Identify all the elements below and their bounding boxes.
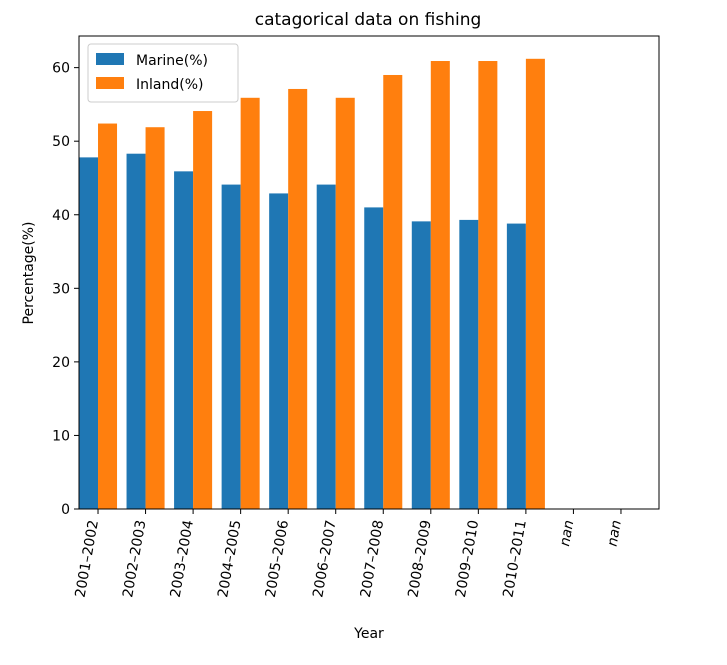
plot-frame — [78, 35, 660, 510]
bar-inland-5 — [335, 97, 355, 509]
bar-marine-3 — [221, 184, 241, 509]
y-axis-label: Percentage(%) — [21, 222, 37, 325]
bar-inland-4 — [288, 88, 308, 510]
x-tick-label-6: 2007–2008 — [358, 519, 387, 599]
bar-inland-9 — [525, 58, 545, 510]
bar-inland-1 — [145, 127, 165, 509]
bar-marine-6 — [364, 207, 384, 509]
x-tick-label-0: 2001–2002 — [73, 519, 102, 599]
y-tick-label-2: 20 — [52, 355, 70, 371]
legend-label-inland: Inland(%) — [136, 77, 203, 93]
bar-marine-8 — [459, 219, 479, 509]
x-tick-label-1: 2002–2003 — [120, 519, 149, 599]
y-tick-label-3: 30 — [52, 281, 70, 297]
legend-swatch-inland — [96, 77, 124, 89]
bar-marine-0 — [79, 157, 99, 509]
chart-title: catagorical data on fishing — [255, 10, 482, 30]
bar-inland-8 — [478, 61, 498, 509]
bar-marine-1 — [126, 153, 146, 509]
x-axis-label: Year — [353, 626, 384, 642]
y-tick-label-1: 10 — [52, 428, 70, 444]
x-tick-label-7: 2008–2009 — [405, 519, 434, 599]
legend-swatch-marine — [96, 53, 124, 65]
bar-inland-6 — [383, 74, 403, 510]
bar-marine-4 — [269, 193, 289, 510]
bar-marine-9 — [506, 223, 526, 509]
x-tick-label-11: nan — [605, 519, 625, 548]
bar-inland-2 — [193, 111, 213, 509]
legend-box — [87, 43, 239, 103]
bar-inland-3 — [240, 97, 260, 509]
bar-marine-7 — [411, 221, 431, 509]
bar-inland-7 — [430, 61, 450, 509]
bar-marine-5 — [316, 184, 336, 509]
x-tick-label-2: 2003–2004 — [168, 519, 197, 599]
plot-area: 0 10 20 30 40 50 60 2001–2002 2002–2003 2003–2004… — [52, 35, 660, 599]
x-tick-label-5: 2006–2007 — [310, 519, 339, 599]
x-tick-label-4: 2005–2006 — [263, 519, 292, 599]
y-tick-label-4: 40 — [52, 208, 70, 224]
y-tick-label-5: 50 — [52, 134, 70, 150]
x-tick-label-3: 2004–2005 — [215, 519, 244, 599]
bar-marine-2 — [174, 171, 194, 509]
legend-label-marine: Marine(%) — [136, 53, 208, 69]
x-tick-label-8: 2009–2010 — [453, 519, 482, 599]
bar-inland-0 — [98, 123, 118, 509]
x-tick-label-9: 2010–2011 — [500, 519, 529, 599]
y-tick-label-0: 0 — [61, 502, 70, 518]
x-tick-label-10: nan — [557, 519, 577, 548]
y-tick-label-6: 60 — [52, 61, 70, 77]
